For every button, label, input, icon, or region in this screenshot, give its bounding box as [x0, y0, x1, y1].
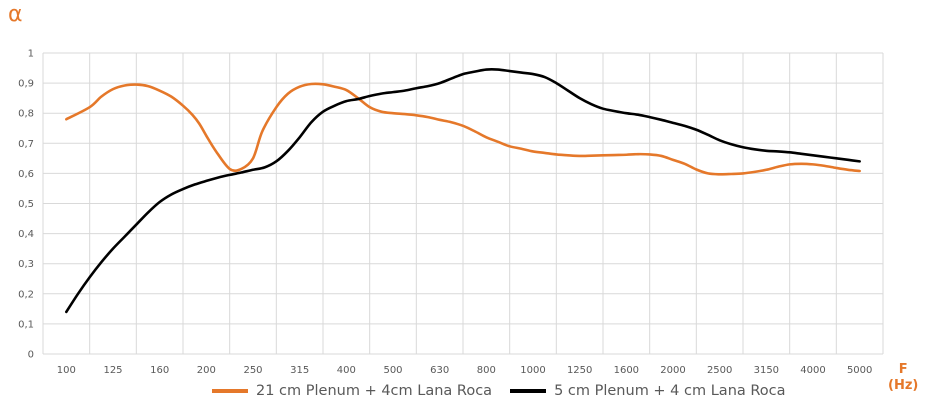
y-tick-label: 0,5 — [18, 199, 34, 210]
x-tick-label: 160 — [150, 365, 169, 376]
y-tick-label: 0,2 — [18, 289, 34, 300]
x-tick-label: 5000 — [847, 365, 872, 376]
y-axis-symbol: α — [8, 2, 23, 27]
legend-label-series-2: 5 cm Plenum + 4 cm Lana Roca — [554, 383, 786, 399]
x-tick-label: 500 — [383, 365, 402, 376]
legend-item-series-2: 5 cm Plenum + 4 cm Lana Roca — [510, 383, 786, 399]
x-tick-label: 800 — [477, 365, 496, 376]
x-tick-label: 250 — [243, 365, 262, 376]
legend-item-series-1: 21 cm Plenum + 4cm Lana Roca — [212, 383, 492, 399]
x-axis-unit-hz: (Hz) — [888, 378, 919, 393]
y-tick-label: 0,4 — [18, 229, 34, 240]
x-tick-label: 1600 — [614, 365, 639, 376]
y-tick-label: 0,6 — [18, 169, 34, 180]
series-line-1 — [65, 82, 861, 176]
x-tick-label: 100 — [57, 365, 76, 376]
x-tick-label: 3150 — [754, 365, 779, 376]
x-tick-label: 4000 — [800, 365, 825, 376]
y-tick-label: 0 — [28, 350, 34, 361]
x-tick-label: 2500 — [707, 365, 732, 376]
chart-legend: 21 cm Plenum + 4cm Lana Roca 5 cm Plenum… — [212, 383, 804, 399]
y-tick-label: 0,8 — [18, 109, 34, 120]
x-tick-label: 400 — [337, 365, 356, 376]
x-tick-label: 200 — [197, 365, 216, 376]
y-tick-label: 1 — [28, 49, 34, 60]
legend-swatch-series-1 — [212, 389, 248, 393]
legend-label-series-1: 21 cm Plenum + 4cm Lana Roca — [256, 383, 493, 399]
x-axis-unit-label: F (Hz) — [888, 362, 918, 394]
series-line-2 — [65, 68, 861, 314]
x-axis-unit-letter: F — [898, 362, 908, 377]
y-tick-label: 0,7 — [18, 139, 34, 150]
legend-swatch-series-2 — [510, 389, 547, 393]
x-tick-label: 315 — [290, 365, 309, 376]
x-tick-label: 2000 — [660, 365, 685, 376]
y-tick-label: 0,9 — [18, 79, 34, 90]
y-tick-label: 0,3 — [18, 259, 34, 270]
x-tick-label: 1250 — [567, 365, 592, 376]
y-tick-label: 0,1 — [18, 319, 34, 330]
x-tick-label: 125 — [103, 365, 122, 376]
x-tick-label: 1000 — [520, 365, 545, 376]
x-tick-label: 630 — [430, 365, 449, 376]
